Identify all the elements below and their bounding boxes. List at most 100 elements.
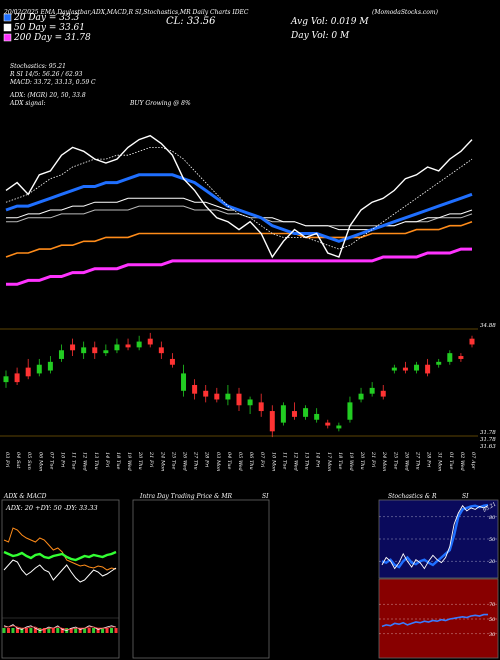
macd-histogram-bar <box>87 628 91 633</box>
date-tick-label: 25 Tue <box>392 451 398 470</box>
macd-histogram-bar <box>33 628 37 633</box>
date-tick-label: 19 Wed <box>348 452 354 471</box>
legend-swatch-0 <box>3 13 12 22</box>
candle-body <box>225 393 231 400</box>
macd-histogram-bar <box>51 628 55 633</box>
candle-body <box>425 364 431 374</box>
buy-signal: BUY Growing @ 8% <box>129 100 191 107</box>
date-tick-label: 12 Wed <box>292 452 298 471</box>
date-tick-label: 24 Mon <box>159 451 165 471</box>
legend-swatch-1 <box>3 23 12 32</box>
date-tick-label: 04 Tue <box>226 452 232 470</box>
macd-histogram-bar <box>47 628 51 633</box>
close-label: CL: 33.56 <box>166 16 216 27</box>
rsi-line <box>381 613 488 628</box>
macd-readout: MACD: 33.72, 33.13, 0.59 C <box>9 79 96 86</box>
candle-body <box>169 358 175 365</box>
candle-body <box>380 390 386 397</box>
candle-body <box>47 361 53 371</box>
candle-body <box>336 425 342 429</box>
candle-body <box>81 347 87 354</box>
avg-vol: Avg Vol: 0.019 M <box>290 17 369 27</box>
candle-body <box>147 338 153 345</box>
date-tick-label: 14 Fri <box>104 452 110 468</box>
date-tick-label: 02 Wed <box>459 452 465 471</box>
adx-plus-di-line <box>3 550 117 562</box>
date-tick-label: 10 Fri <box>59 452 65 468</box>
candle-body <box>114 344 120 351</box>
date-tick-label: 01 Tue <box>448 452 454 470</box>
mr-panel-title: Intra Day Trading Price & MR <box>139 493 233 500</box>
adx-panel-frame <box>1 499 120 659</box>
date-tick-label: 06 Mon <box>37 452 43 471</box>
ema20-line <box>5 173 473 243</box>
mr-panel-frame <box>132 499 270 659</box>
macd-histogram-bar <box>24 628 28 633</box>
macd-histogram-bar <box>2 628 6 633</box>
date-tick-label: 07 Fri <box>259 452 265 468</box>
macd-histogram-bar <box>29 628 33 633</box>
macd-histogram-bar <box>20 628 24 633</box>
date-tick-label: 04 Sat <box>15 452 21 469</box>
candle-body <box>103 350 109 354</box>
rsi-level-label: 30 <box>489 632 496 638</box>
candle-body <box>36 364 42 374</box>
candle-body <box>447 353 453 362</box>
candle-body <box>236 393 242 406</box>
date-tick-label: 27 Thu <box>193 451 199 470</box>
candle-body <box>3 376 9 383</box>
candles-panel <box>3 332 475 438</box>
date-tick-label: 07 Tue <box>48 452 54 470</box>
candle-body <box>314 413 320 420</box>
date-tick-label: 21 Fri <box>370 451 376 468</box>
candle-body <box>303 408 309 417</box>
adx-panel-title: ADX & MACD <box>3 493 47 500</box>
candle-body <box>58 350 64 359</box>
candle-body <box>258 402 264 412</box>
candle-body <box>125 344 131 348</box>
signal-dotted-line <box>5 146 473 250</box>
candle-body <box>391 367 397 371</box>
rsi-readout: R SI 14/5: 56.26 / 62.93 <box>9 71 83 78</box>
candle-body <box>192 385 198 394</box>
macd-histogram-bar <box>69 628 73 633</box>
ema200-line <box>6 247 472 286</box>
date-tick-label: 03 Mon <box>215 452 221 471</box>
date-tick-label: 03 Fri <box>4 452 10 468</box>
adx-signal-label: ADX signal: <box>9 100 46 107</box>
macd-histogram-bar <box>56 628 60 633</box>
candle-body <box>247 399 253 406</box>
macd-histogram-bar <box>101 628 105 633</box>
adx-lines <box>2 527 119 633</box>
candle-body <box>436 361 442 365</box>
macd-histogram-bar <box>92 628 96 633</box>
price-axis-label: 34.88 <box>480 323 496 329</box>
date-tick-label: 28 Fri <box>204 451 210 468</box>
legend-label-1: 50 Day = 33.61 <box>14 23 85 33</box>
candle-body <box>70 344 76 351</box>
stoch-panel-title: Stochastics & R <box>388 493 437 500</box>
macd-histogram-bar <box>96 628 100 633</box>
date-tick-label: 06 Thu <box>248 452 254 470</box>
stoch-level-label: 80 <box>489 515 496 521</box>
ema-orange-line <box>5 220 473 258</box>
date-tick-label: 26 Wed <box>182 451 188 471</box>
date-tick-label: 11 Tue <box>71 452 77 470</box>
price-axis-label: 31.78 <box>480 430 496 436</box>
date-tick-label: 10 Mon <box>270 452 276 471</box>
legend-swatch-2 <box>3 33 12 42</box>
date-tick-label: 19 Wed <box>126 452 132 471</box>
symbol-tag: (MomodaStocks.com) <box>372 9 439 16</box>
macd-signal-line <box>4 625 116 630</box>
candle-body <box>358 393 364 400</box>
date-tick-label: 13 Thu <box>304 452 310 470</box>
rsi-panel-frame <box>378 578 499 659</box>
date-tick-label: 21 Fri <box>148 451 154 468</box>
macd-histogram-bar <box>105 628 109 633</box>
candle-body <box>269 411 275 432</box>
date-tick-label: 18 Tue <box>337 452 343 470</box>
date-tick-label: 31 Mon <box>437 452 443 471</box>
macd-histogram-bar <box>42 628 46 633</box>
